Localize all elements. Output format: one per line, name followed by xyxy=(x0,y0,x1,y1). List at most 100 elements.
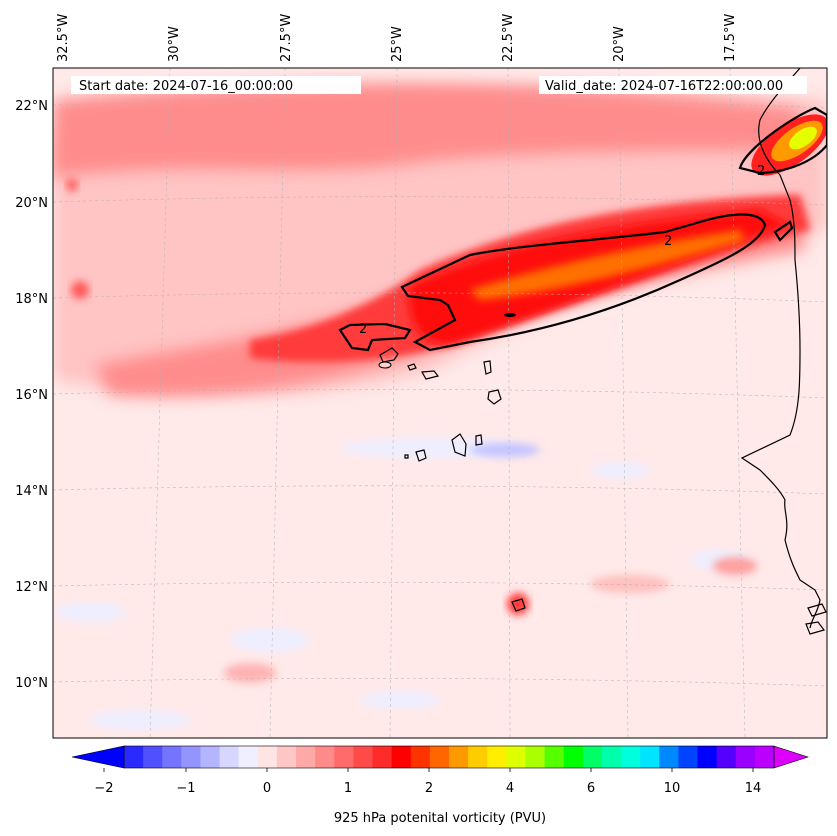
colorbar-cell xyxy=(716,746,737,768)
lat-label: 14°N xyxy=(15,484,48,499)
lat-label: 18°N xyxy=(15,292,48,307)
colorbar-cell xyxy=(678,746,699,768)
cape-verde-santo-antao xyxy=(379,347,399,363)
colorbar-cell xyxy=(296,746,316,768)
cape-verde-sao-vicente xyxy=(407,363,417,371)
colorbar-tick-label: −1 xyxy=(176,781,195,796)
pv-spot-south xyxy=(507,593,529,615)
cape-verde-sao-nicolau xyxy=(421,370,440,380)
pv-spot-west xyxy=(66,179,78,191)
contour-label-west: 2 xyxy=(359,322,367,337)
colorbar-arrow-right xyxy=(773,745,809,769)
lat-label: 12°N xyxy=(15,580,48,595)
map-frame xyxy=(52,67,828,739)
colorbar-tick-label: 6 xyxy=(587,781,595,796)
colorbar-cell xyxy=(276,746,297,768)
lon-label: 17.5°W xyxy=(723,14,738,62)
colorbar-cell xyxy=(410,746,431,768)
colorbar: −2 −1 0 1 2 4 6 10 14 925 hPa potenital … xyxy=(71,745,809,826)
colorbar-cell xyxy=(200,746,221,768)
lon-label: 27.5°W xyxy=(279,14,294,62)
colorbar-cell xyxy=(525,746,546,768)
latitude-labels: 22°N 20°N 18°N 16°N 14°N 12°N 10°N xyxy=(15,99,48,691)
lat-label: 16°N xyxy=(15,388,48,403)
contour-west xyxy=(338,322,412,352)
lat-label: 20°N xyxy=(15,196,48,211)
lon-label: 25°W xyxy=(390,26,405,62)
lon-label: 32.5°W xyxy=(56,14,71,62)
colorbar-frame xyxy=(123,745,775,769)
colorbar-cell xyxy=(506,746,526,768)
colorbar-cell xyxy=(238,746,259,768)
pv-core-orange xyxy=(470,230,745,300)
colorbar-arrow-left xyxy=(71,745,125,769)
colorbar-cell xyxy=(487,746,507,768)
contour-main xyxy=(400,213,767,352)
colorbar-cell xyxy=(735,746,756,768)
lon-label: 20°W xyxy=(612,26,627,62)
contour-ne xyxy=(738,106,827,175)
colorbar-cell xyxy=(659,746,679,768)
colorbar-title: 925 hPa potenital vorticity (PVU) xyxy=(334,811,546,826)
colorbar-cell xyxy=(429,746,450,768)
colorbar-cell xyxy=(162,746,182,768)
colorbar-cell xyxy=(754,746,775,768)
negative-pv-core xyxy=(470,443,540,457)
pv-2-contours xyxy=(338,106,827,352)
colorbar-cell xyxy=(353,746,374,768)
cape-verde-brava xyxy=(404,454,409,459)
cape-verde-sal xyxy=(483,360,492,375)
colorbar-tick-label: 1 xyxy=(344,781,352,796)
cape-verde-fogo xyxy=(415,449,427,462)
colorbar-cell xyxy=(257,746,278,768)
lat-label: 22°N xyxy=(15,99,48,114)
gridlines xyxy=(53,68,827,738)
contour-label-main: 2 xyxy=(664,234,672,249)
colorbar-cell xyxy=(449,746,469,768)
cape-verde-boa-vista xyxy=(487,389,502,405)
bijagos-islands xyxy=(805,603,827,635)
pv-island-feature-2 xyxy=(378,361,392,369)
cape-verde-santiago xyxy=(451,433,467,457)
africa-coast xyxy=(740,68,821,629)
colorbar-cell xyxy=(697,746,718,768)
colorbar-tick-label: 2 xyxy=(425,781,433,796)
colorbar-ticks xyxy=(103,768,754,772)
title-box-left xyxy=(71,76,361,94)
colorbar-cell xyxy=(143,746,163,768)
island-south xyxy=(511,598,526,612)
lon-label: 30°W xyxy=(167,26,182,62)
lat-label: 10°N xyxy=(15,676,48,691)
cape-verde-maio xyxy=(475,434,483,446)
colorbar-cell xyxy=(621,746,641,768)
colorbar-cell xyxy=(372,746,393,768)
colorbar-cell xyxy=(219,746,240,768)
valid-date-label: Valid_date: 2024-07-16T22:00:00.00 xyxy=(545,79,783,94)
colorbar-cell xyxy=(181,746,201,768)
contour-coast xyxy=(773,220,794,242)
colorbar-cell xyxy=(563,746,584,768)
colorbar-tick-label: 14 xyxy=(745,781,762,796)
contour-label-ne: 2 xyxy=(757,164,765,179)
map-panel: 2 2 2 xyxy=(53,68,827,738)
colorbar-cell xyxy=(334,746,354,768)
colorbar-tick-label: 10 xyxy=(664,781,681,796)
colorbar-cell xyxy=(640,746,660,768)
colorbar-cell xyxy=(601,746,622,768)
colorbar-cell xyxy=(468,746,488,768)
pv-hotspot-yellow xyxy=(789,126,817,150)
title-box-right xyxy=(539,76,807,94)
colorbar-tick-label: 4 xyxy=(506,781,514,796)
colorbar-cell xyxy=(544,746,565,768)
pv-spot-18n xyxy=(71,281,89,299)
lon-label: 22.5°W xyxy=(501,14,516,62)
pv-spot-sw xyxy=(224,663,276,683)
pv-island-feature xyxy=(504,313,516,317)
colorbar-cells xyxy=(124,746,775,768)
colorbar-cell xyxy=(315,746,335,768)
longitude-labels: 32.5°W 30°W 27.5°W 25°W 22.5°W 20°W 17.5… xyxy=(56,14,738,62)
colorbar-tick-label: −2 xyxy=(94,781,113,796)
start-date-label: Start date: 2024-07-16_00:00:00 xyxy=(79,79,293,94)
coastlines xyxy=(379,68,827,635)
